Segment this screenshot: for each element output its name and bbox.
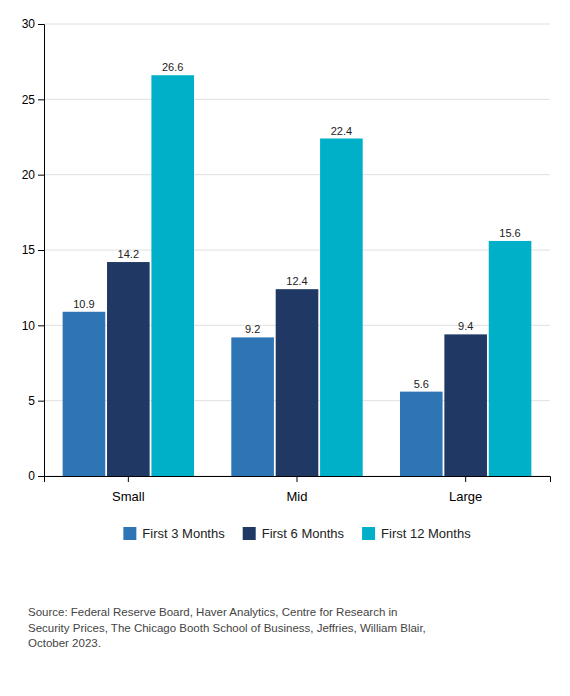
- y-tick-label: 25: [22, 93, 36, 107]
- y-tick: 5: [28, 394, 44, 408]
- y-tick-mark: [38, 99, 44, 100]
- legend-item: First 12 Months: [362, 526, 471, 541]
- y-tick-label: 5: [28, 394, 35, 408]
- grid-line: [44, 174, 550, 175]
- y-tick-mark: [38, 24, 44, 25]
- legend-label: First 12 Months: [381, 526, 471, 541]
- bar: [231, 337, 274, 476]
- y-tick-mark: [38, 476, 44, 477]
- y-tick: 25: [22, 93, 44, 107]
- legend-item: First 3 Months: [123, 526, 225, 541]
- x-axis-line: [45, 477, 551, 483]
- y-tick: 0: [28, 469, 44, 483]
- bar: [320, 139, 363, 476]
- y-axis-line: [38, 25, 45, 477]
- x-tick-label: Small: [112, 489, 145, 504]
- bar: [107, 262, 150, 476]
- y-tick: 30: [22, 17, 44, 31]
- y-tick-mark: [38, 401, 44, 402]
- x-tick-mark: [465, 476, 466, 482]
- y-axis: 0 5 10 15 20 25 30: [22, 17, 45, 483]
- x-axis: Small Mid Large: [45, 476, 551, 504]
- y-tick-label: 30: [22, 17, 36, 31]
- data-label: 9.2: [245, 323, 260, 335]
- legend-item: First 6 Months: [243, 526, 345, 541]
- y-tick: 10: [22, 319, 44, 333]
- y-tick: 20: [22, 168, 44, 182]
- y-tick-mark: [38, 250, 44, 251]
- y-tick-label: 20: [22, 168, 36, 182]
- x-tick: Mid: [287, 476, 308, 504]
- x-tick: Large: [449, 476, 482, 504]
- x-tick-mark: [128, 476, 129, 482]
- y-tick-label: 15: [22, 243, 36, 257]
- legend: First 3 Months First 6 Months First 12 Mon…: [123, 526, 471, 541]
- bar: [151, 75, 194, 476]
- y-tick-label: 0: [28, 469, 35, 483]
- legend-swatch: [362, 527, 375, 540]
- y-tick-label: 10: [22, 319, 36, 333]
- data-label: 5.6: [414, 378, 429, 390]
- y-tick-mark: [38, 325, 44, 326]
- x-tick-label: Mid: [287, 489, 308, 504]
- data-label: 15.6: [499, 227, 520, 239]
- grid-line: [44, 99, 550, 100]
- source-note: Source: Federal Reserve Board, Haver Ana…: [28, 606, 426, 649]
- bar: [444, 334, 487, 476]
- bar: [400, 392, 443, 476]
- data-label: 14.2: [118, 248, 139, 260]
- legend-label: First 6 Months: [262, 526, 345, 541]
- data-label: 10.9: [73, 298, 94, 310]
- legend-swatch: [243, 527, 256, 540]
- data-label: 9.4: [458, 320, 473, 332]
- grid: [44, 24, 550, 476]
- legend-label: First 3 Months: [142, 526, 225, 541]
- y-tick-mark: [38, 175, 44, 176]
- plot: 051015202530SmallMidLarge10.99.25.614.21…: [22, 17, 551, 503]
- bar: [276, 289, 319, 476]
- x-tick: Small: [112, 476, 145, 504]
- legend-swatch: [123, 527, 136, 540]
- grid-line: [44, 24, 550, 25]
- bar: [489, 241, 532, 476]
- bars: [63, 75, 532, 476]
- chart: 051015202530SmallMidLarge10.99.25.614.21…: [0, 0, 570, 696]
- x-tick-label: Large: [449, 489, 482, 504]
- bar: [63, 312, 106, 476]
- data-label: 26.6: [162, 61, 183, 73]
- data-label: 12.4: [286, 275, 307, 287]
- data-labels: 10.9 9.2 5.6 14.2 12.4 9.4 26.6 22.4 15.6: [73, 61, 521, 389]
- x-tick-mark: [297, 476, 298, 482]
- y-tick: 15: [22, 243, 44, 257]
- data-label: 22.4: [331, 125, 352, 137]
